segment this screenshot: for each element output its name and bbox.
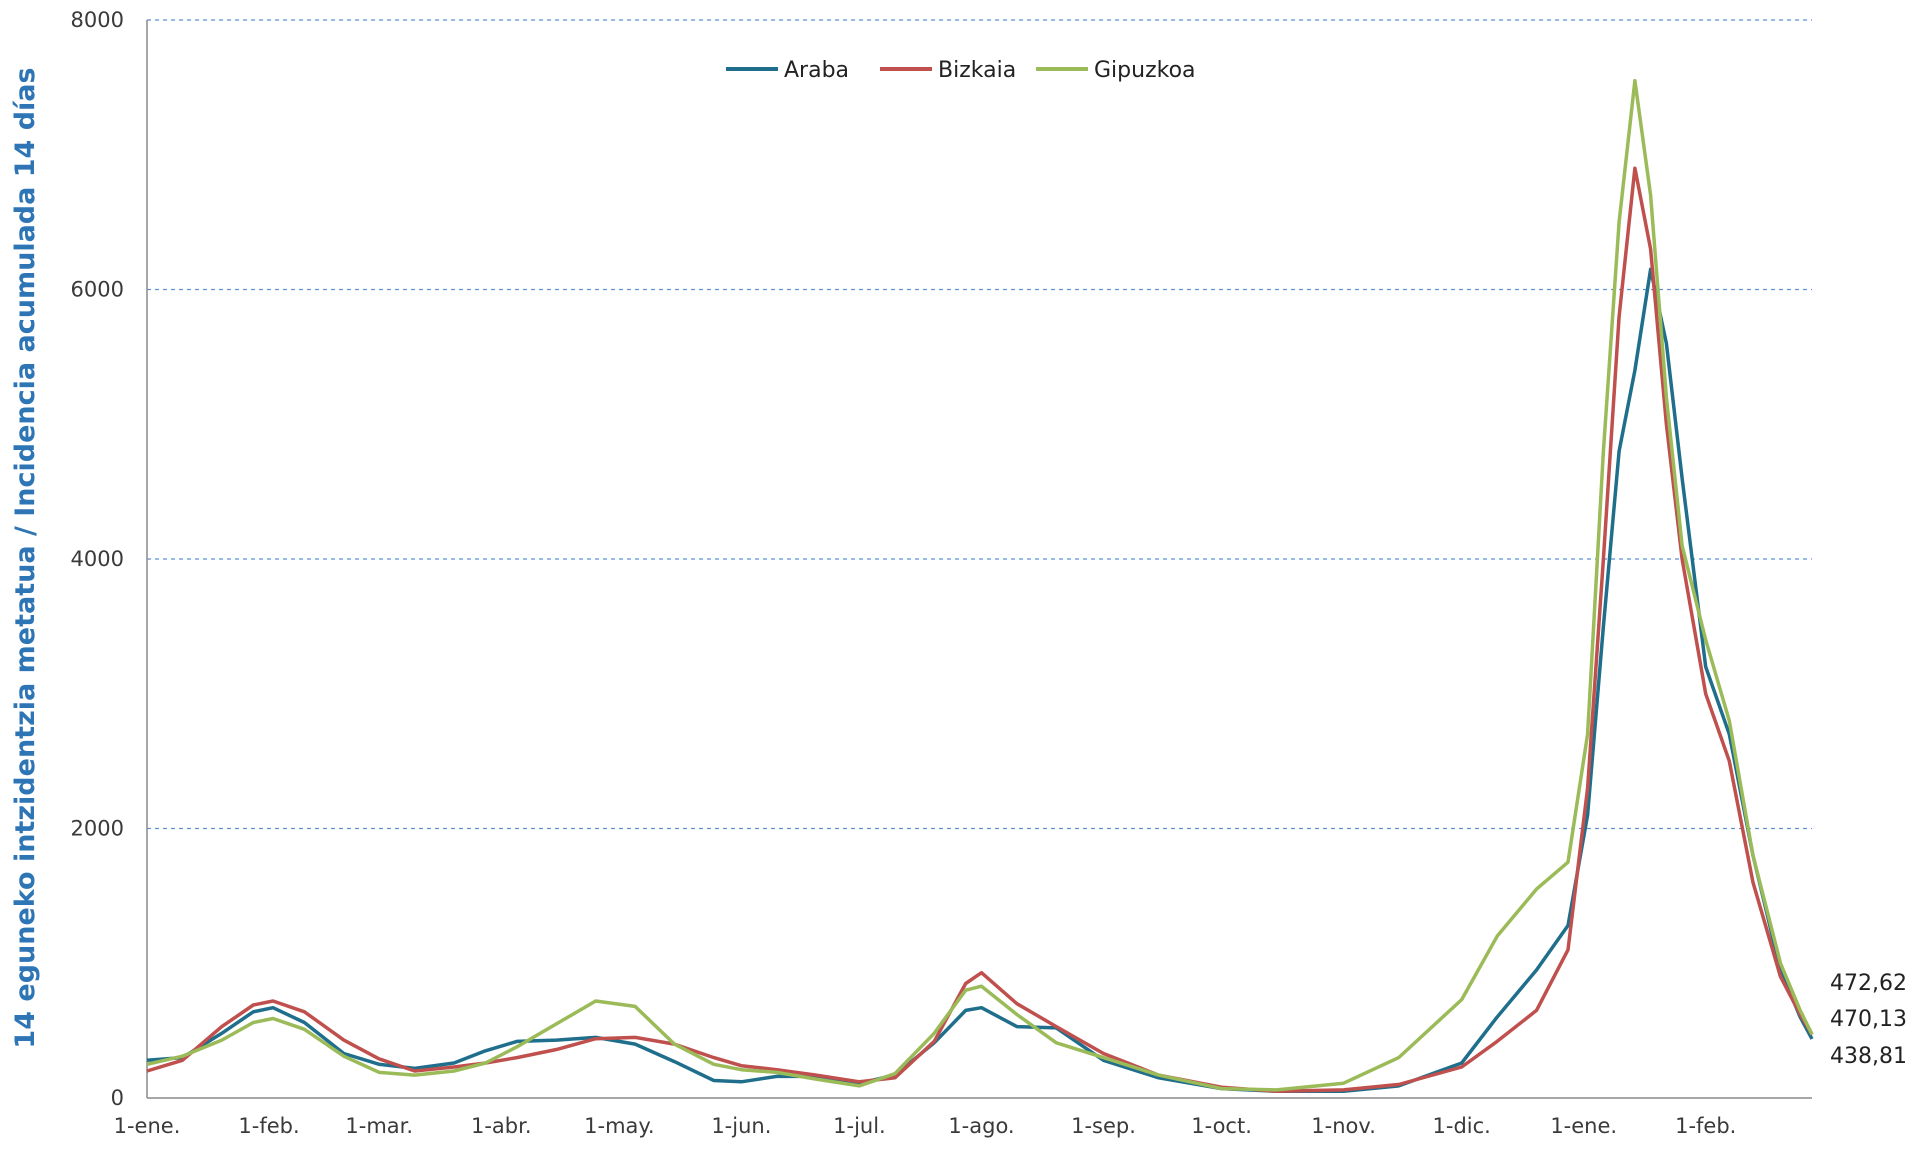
x-tick-label: 1-dic. [1433,1114,1491,1138]
x-tick-label: 1-mar. [345,1114,413,1138]
legend-label: Araba [784,58,849,83]
y-tick-label: 4000 [71,547,124,571]
x-tick-label: 1-jun. [711,1114,771,1138]
axes [146,20,1812,1099]
y-tick-label: 8000 [71,8,124,32]
end-value-labels: 472,62 470,13 438,81 [1830,971,1907,1069]
series-line-bizkaia [146,166,1814,1094]
y-tick-labels: 0 2000 4000 6000 8000 [71,8,124,1110]
x-tick-label: 1-oct. [1191,1114,1252,1138]
series-line-gipuzkoa [146,78,1814,1092]
x-tick-label: 1-ene. [1550,1114,1617,1138]
y-axis-label: 14 eguneko intzidentzia metatua / Incide… [10,67,41,1048]
x-tick-label: 1-abr. [471,1114,532,1138]
grid-lines [147,19,1812,830]
x-tick-labels: 1-ene. 1-feb. 1-mar. 1-abr. 1-may. 1-jun. 1-ju… [114,1114,1737,1138]
x-tick-label: 1-may. [584,1114,654,1138]
legend-label: Gipuzkoa [1094,58,1196,83]
x-tick-label: 1-feb. [238,1114,299,1138]
y-tick-label: 2000 [71,817,124,841]
series-lines [146,78,1814,1094]
x-tick-label: 1-ago. [948,1114,1014,1138]
y-tick-label: 0 [111,1086,124,1110]
end-value-label: 438,81 [1830,1044,1907,1069]
x-tick-label: 1-feb. [1675,1114,1736,1138]
legend-label: Bizkaia [938,58,1016,83]
end-value-label: 472,62 [1830,971,1907,996]
x-tick-label: 1-nov. [1311,1114,1376,1138]
y-tick-label: 6000 [71,278,124,302]
end-value-label: 470,13 [1830,1007,1907,1032]
x-tick-label: 1-sep. [1071,1114,1136,1138]
series-line-araba [146,267,1814,1094]
x-tick-label: 1-ene. [114,1114,181,1138]
x-tick-label: 1-jul. [833,1114,886,1138]
legend: Araba Bizkaia Gipuzkoa [726,58,1196,83]
